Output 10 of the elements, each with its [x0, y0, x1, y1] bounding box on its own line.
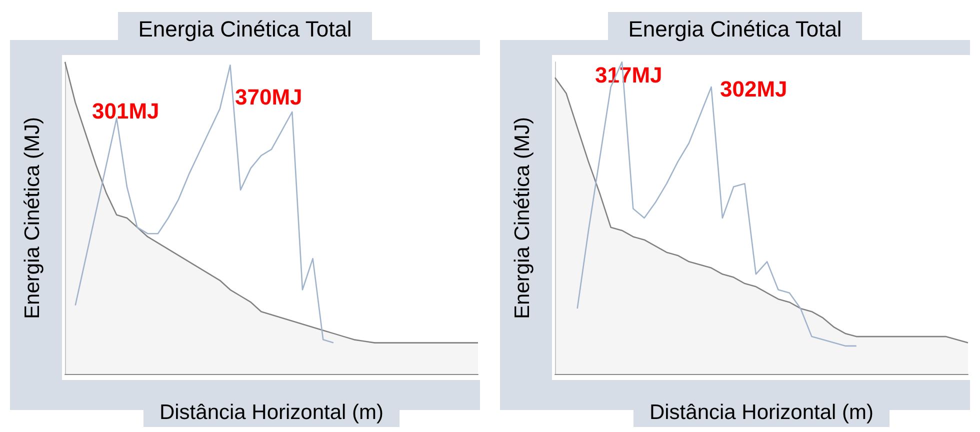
chart-title: Energia Cinética Total [628, 16, 842, 42]
annotation: 302MJ [720, 76, 788, 102]
annotation: 301MJ [92, 98, 160, 124]
annotation: 370MJ [235, 84, 302, 110]
y-axis-title: Energia Cinética (MJ) [511, 117, 534, 319]
y-axis-title: Energia Cinética (MJ) [21, 117, 44, 319]
x-axis-title: Distância Horizontal (m) [159, 401, 384, 424]
chart-title: Energia Cinética Total [138, 16, 352, 42]
x-axis-title: Distância Horizontal (m) [649, 401, 874, 424]
annotation: 317MJ [595, 62, 662, 88]
